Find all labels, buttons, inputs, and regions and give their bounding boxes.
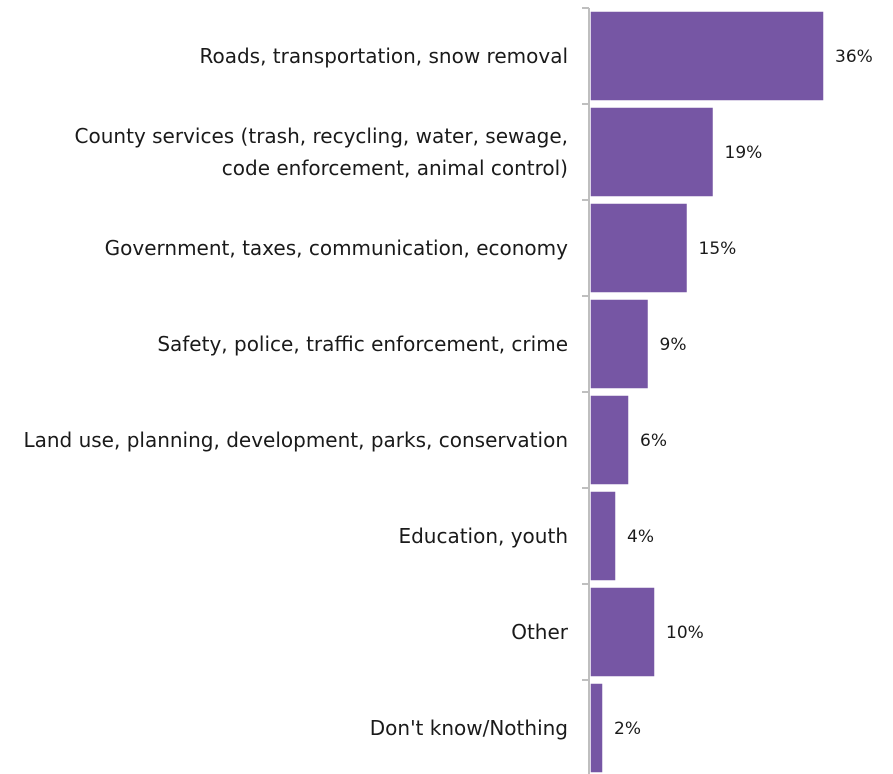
bar bbox=[589, 10, 825, 102]
category-label: County services (trash, recycling, water… bbox=[75, 124, 568, 148]
bars-group bbox=[589, 10, 825, 774]
bar bbox=[589, 394, 630, 486]
bar bbox=[589, 682, 604, 774]
category-label: Roads, transportation, snow removal bbox=[199, 44, 568, 68]
value-label: 10% bbox=[666, 623, 704, 643]
category-label: Safety, police, traffic enforcement, cri… bbox=[157, 332, 568, 356]
bar bbox=[589, 586, 656, 678]
value-label: 9% bbox=[660, 335, 687, 355]
bar bbox=[589, 490, 617, 582]
category-label: Land use, planning, development, parks, … bbox=[23, 428, 568, 452]
category-label: Other bbox=[511, 620, 569, 644]
bar bbox=[589, 298, 650, 390]
bar bbox=[589, 106, 715, 198]
bar bbox=[589, 202, 689, 294]
category-labels-group: Roads, transportation, snow removal Count… bbox=[23, 44, 568, 740]
value-label: 19% bbox=[725, 143, 763, 163]
value-label: 15% bbox=[699, 239, 737, 259]
value-label: 6% bbox=[640, 431, 667, 451]
value-labels-group: 36% 19% 15% 9% 6% 4% 10% 2% bbox=[614, 47, 873, 739]
value-label: 2% bbox=[614, 719, 641, 739]
value-label: 36% bbox=[835, 47, 873, 67]
category-label: Government, taxes, communication, econom… bbox=[105, 236, 569, 260]
category-label: code enforcement, animal control) bbox=[222, 156, 568, 180]
value-label: 4% bbox=[627, 527, 654, 547]
category-label: Education, youth bbox=[398, 524, 568, 548]
category-label: Don't know/Nothing bbox=[370, 716, 568, 740]
